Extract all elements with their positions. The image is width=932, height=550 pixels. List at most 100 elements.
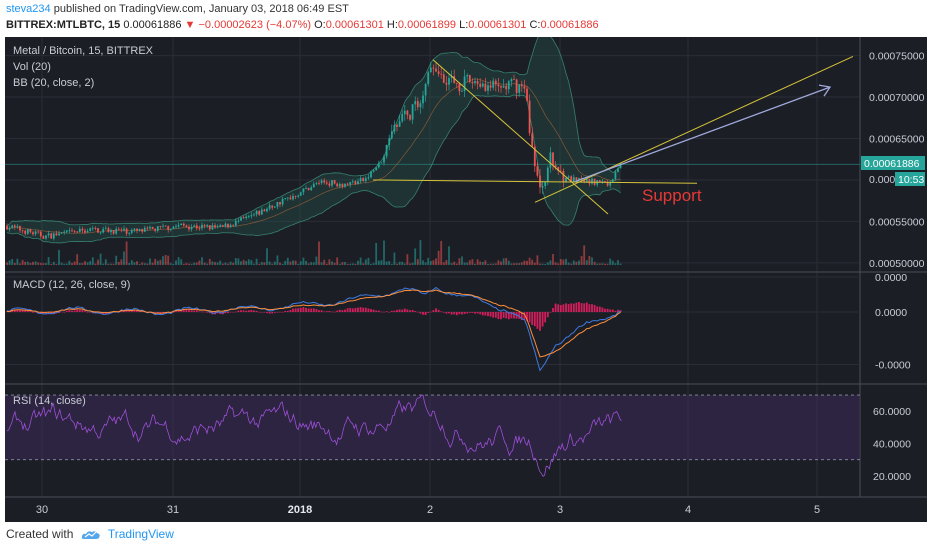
volume-bar	[84, 261, 86, 265]
volume-bar	[513, 263, 515, 265]
volume-bar	[562, 259, 565, 265]
macd-hist-bar	[463, 312, 466, 314]
macd-hist-bar	[245, 310, 248, 312]
volume-bar	[416, 259, 419, 265]
macd-hist-bar	[487, 312, 489, 317]
candle-body	[455, 82, 458, 84]
candle-body	[125, 228, 128, 234]
macd-hist-bar	[510, 312, 513, 319]
volume-bar	[156, 260, 159, 265]
macd-line	[6, 286, 621, 372]
candle-body	[349, 182, 352, 185]
rsi-line	[6, 394, 622, 477]
volume-bar	[214, 262, 216, 265]
volume-bar	[406, 254, 409, 265]
tradingview-link[interactable]: TradingView	[107, 527, 174, 541]
macd-hist-bar	[541, 312, 544, 327]
volume-bar	[281, 263, 284, 265]
volume-bar	[346, 263, 349, 265]
candle-body	[195, 225, 198, 229]
candle-body	[219, 225, 222, 227]
bb-lower	[6, 94, 621, 244]
volume-bar	[253, 263, 255, 265]
volume-bar	[115, 255, 118, 265]
macd-hist-bar	[125, 310, 128, 312]
candle-body	[302, 188, 305, 193]
macd-hist-bar	[614, 310, 617, 312]
macd-hist-bar	[299, 307, 302, 312]
candle-body	[266, 208, 268, 212]
volume-bar	[494, 263, 497, 265]
volume-bar	[554, 262, 557, 265]
volume-bar	[50, 263, 53, 265]
volume-bar	[409, 263, 411, 265]
candle-body	[242, 217, 245, 219]
macd-hist-bar	[224, 312, 227, 314]
candle-body	[606, 181, 609, 186]
volume-bar	[578, 260, 580, 265]
candle-body	[338, 183, 341, 187]
candle-body	[188, 226, 190, 230]
volume-bar	[403, 263, 406, 265]
candle-body	[305, 187, 307, 189]
candle-body	[396, 124, 398, 127]
volume-bar	[162, 256, 164, 265]
rsi-pane	[5, 394, 860, 477]
arrowhead-icon	[818, 84, 832, 97]
macd-hist-bar	[455, 312, 458, 316]
macd-hist-bar	[559, 305, 562, 312]
macd-hist-bar	[585, 302, 588, 312]
candle-body	[6, 226, 8, 230]
volume-bar	[328, 259, 331, 265]
macd-hist-bar	[297, 308, 300, 312]
macd-hist-bar	[445, 312, 448, 314]
candle-body	[383, 156, 385, 163]
macd-hist-bar	[357, 307, 359, 312]
volume-bar	[120, 259, 123, 265]
macd-hist-bar	[58, 312, 60, 314]
volume-bar	[455, 263, 458, 265]
candle-body	[500, 86, 502, 88]
macd-hist-bar	[429, 311, 432, 313]
macd-hist-bar	[253, 310, 255, 312]
chart-area[interactable]: 30 31 2018 2 3 4 5 0.00075000 0.00070000 0.000650…	[5, 29, 927, 522]
volume-bar	[167, 255, 170, 265]
macd-hist-bar	[419, 312, 422, 314]
volume-bar	[245, 261, 248, 265]
macd-hist-bar	[65, 310, 68, 312]
last-price-tag-text: 0.00061886	[864, 158, 920, 170]
volume-bar	[94, 263, 97, 265]
volume-bar	[617, 260, 619, 265]
candle-body	[312, 183, 315, 188]
macd-hist-bar	[240, 310, 242, 312]
volume-bar	[424, 262, 427, 265]
volume-bar	[302, 257, 305, 265]
candle-body	[151, 226, 154, 229]
macd-hist-bar	[601, 307, 604, 312]
candle-body	[375, 167, 378, 171]
price-change: −0.00002623 (−4.07%)	[198, 19, 312, 31]
volume-bar	[315, 256, 318, 265]
x-tick-label: 5	[814, 504, 820, 516]
candle-body	[182, 223, 185, 226]
volume-bar	[380, 260, 383, 265]
candles	[6, 61, 622, 241]
volume-bar	[297, 263, 300, 265]
candle-body	[507, 81, 510, 90]
volume-bar	[8, 260, 11, 265]
chart-svg[interactable]: 30 31 2018 2 3 4 5 0.00075000 0.00070000 0.000650…	[5, 29, 927, 522]
macd-hist-bar	[479, 312, 482, 315]
author-link[interactable]: steva234	[6, 3, 51, 15]
macd-hist-bar	[466, 312, 469, 314]
volume-bar	[133, 262, 136, 265]
volume-bar	[240, 261, 242, 265]
macd-tick-label: -0.0000	[875, 360, 911, 372]
candle-body	[255, 210, 258, 215]
volume-bar	[388, 261, 391, 265]
volume-bar	[557, 263, 560, 265]
volume-bar	[260, 262, 263, 265]
volume-bar	[76, 254, 79, 265]
candle-body	[367, 177, 370, 179]
candle-body	[505, 85, 508, 90]
volume-bar	[81, 263, 84, 265]
